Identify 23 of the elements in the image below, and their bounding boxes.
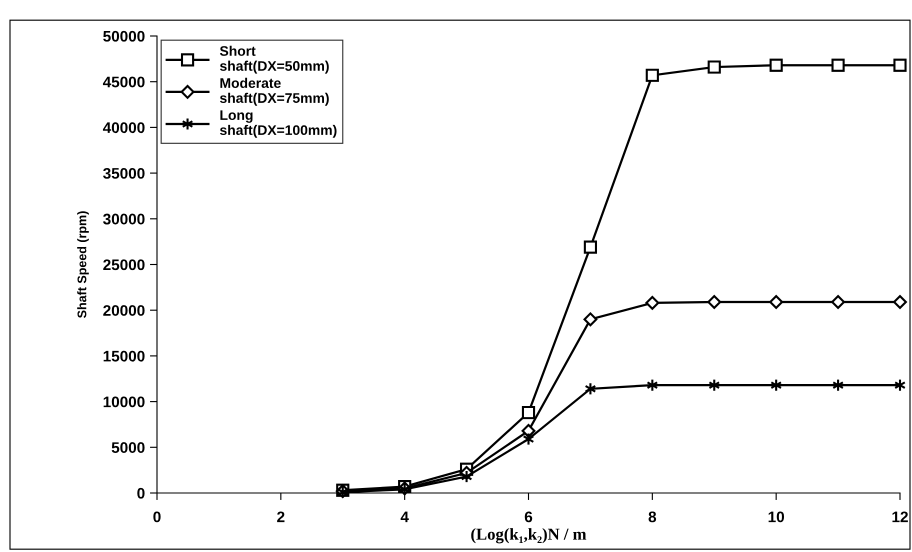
y-tick-label: 50000 xyxy=(103,30,145,42)
y-tick-label: 25000 xyxy=(103,259,145,270)
legend-label: Long shaft(DX=100mm) xyxy=(220,110,337,138)
x-axis-title: (Log(k₁,k₂)N / m xyxy=(471,528,586,544)
x-tick-label: 12 xyxy=(892,511,908,522)
x-tick-label: 8 xyxy=(648,511,656,522)
y-axis-title: Shaft Speed (rpm) xyxy=(77,211,89,318)
y-tick-label: 40000 xyxy=(102,122,145,134)
legend-label: Moderate shaft(DX=75mm) xyxy=(220,78,329,106)
legend-label: Short shaft(DX=50mm) xyxy=(220,46,329,74)
y-tick-label: 45000 xyxy=(102,76,145,88)
y-tick-label: 0 xyxy=(137,488,145,499)
x-tick-label: 4 xyxy=(400,512,409,522)
y-tick-label: 5000 xyxy=(112,442,145,453)
y-tick-label: 15000 xyxy=(104,350,145,362)
y-tick-label: 20000 xyxy=(103,305,145,316)
y-tick-label: 35000 xyxy=(103,168,145,179)
x-tick-label: 6 xyxy=(524,511,532,522)
x-tick-label: 10 xyxy=(768,511,784,522)
x-tick-label: 2 xyxy=(277,511,284,522)
x-tick-label: 0 xyxy=(153,511,161,522)
y-tick-label: 10000 xyxy=(104,396,145,408)
y-tick-label: 30000 xyxy=(103,214,145,225)
